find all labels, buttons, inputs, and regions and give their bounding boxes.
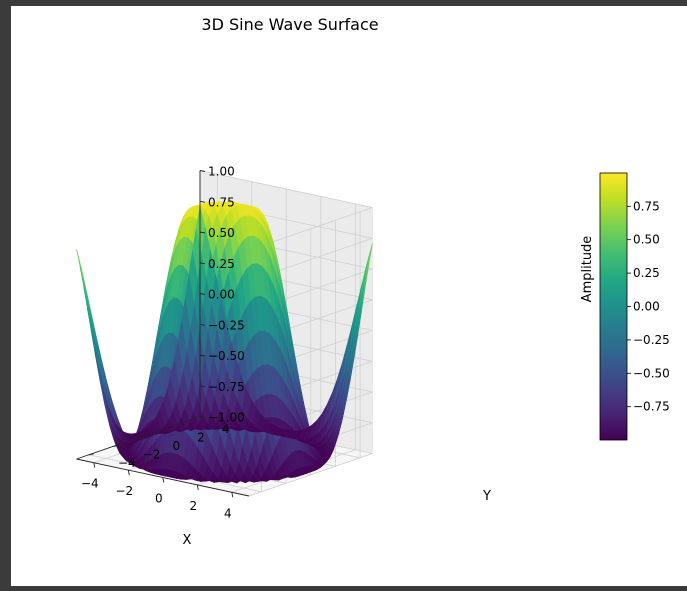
z-tick xyxy=(199,385,206,388)
colorbar-tick-label: 0.00 xyxy=(633,300,660,314)
z-tick xyxy=(199,416,206,418)
x-tick xyxy=(127,470,130,476)
surface-chart: 3D Sine Wave Surface −4−2024−4−2024−1.00… xyxy=(75,15,670,548)
x-axis-label: X xyxy=(183,533,192,548)
x-tick-label: 0 xyxy=(155,492,163,506)
y-axis-line xyxy=(76,416,201,460)
y-tick xyxy=(113,444,119,447)
grid-line-z-wall-y xyxy=(199,170,373,208)
figure: 3D Sine Wave Surface −4 −2 0 2 4 −4 −2 0 2 4 −1.00… xyxy=(11,6,687,586)
z-tick-label: −1.00 xyxy=(208,411,245,425)
colorbar-tick-label: −0.50 xyxy=(633,366,670,380)
y-tick-label: 0 xyxy=(172,439,180,453)
colorbar-tick-label: −0.25 xyxy=(633,333,670,347)
z-tick xyxy=(199,293,206,295)
x-tick xyxy=(93,462,96,468)
y-tick xyxy=(162,427,168,430)
x-tick xyxy=(162,477,165,483)
z-axis-label: Amplitude xyxy=(580,236,595,303)
grid-line-z-wall-x xyxy=(248,453,373,497)
y-tick xyxy=(88,453,94,456)
x-tick-label: −4 xyxy=(81,477,99,491)
z-tick-label: 0.00 xyxy=(208,288,235,302)
colorbar: −0.75 −0.50 −0.25 0.00 0.25 0.50 0.75 xyxy=(599,172,670,441)
z-tick xyxy=(199,200,206,203)
z-tick-label: 0.75 xyxy=(208,195,235,209)
y-tick-label: 2 xyxy=(197,430,205,444)
y-axis-label: Y xyxy=(482,489,491,504)
z-tick-label: 0.50 xyxy=(208,226,235,240)
z-tick xyxy=(199,354,206,357)
y-tick-label: −4 xyxy=(118,456,136,470)
chart-title: 3D Sine Wave Surface xyxy=(201,15,378,34)
x-tick xyxy=(196,484,199,490)
z-tick xyxy=(199,323,206,326)
z-tick xyxy=(199,262,206,265)
colorbar-tick-label: 0.75 xyxy=(633,199,660,213)
y-tick-label: 4 xyxy=(222,422,230,436)
colorbar-gradient xyxy=(599,172,628,441)
z-tick-label: −0.50 xyxy=(208,349,245,363)
y-tick xyxy=(138,436,144,439)
surface-mesh xyxy=(76,200,373,484)
x-tick-label: 2 xyxy=(189,499,197,513)
x-tick-label: −2 xyxy=(115,484,133,498)
x-tick xyxy=(231,492,234,498)
y-tick xyxy=(187,419,193,422)
z-tick xyxy=(199,231,206,234)
x-tick-label: 4 xyxy=(224,506,232,520)
z-tick-label: 0.25 xyxy=(208,257,235,271)
x-axis-line xyxy=(76,458,250,497)
z-tick-label: −0.25 xyxy=(208,318,245,332)
colorbar-tick-label: −0.75 xyxy=(633,400,670,414)
z-tick-label: −0.75 xyxy=(208,380,245,394)
colorbar-tick-label: 0.50 xyxy=(633,233,660,247)
z-tick-label: 1.00 xyxy=(208,165,235,179)
axes: −4−2024−4−2024−1.00−0.75−0.50−0.250.000.… xyxy=(76,165,250,520)
z-tick xyxy=(199,170,206,172)
y-tick-label: −2 xyxy=(143,447,161,461)
colorbar-tick-label: 0.25 xyxy=(633,266,660,280)
